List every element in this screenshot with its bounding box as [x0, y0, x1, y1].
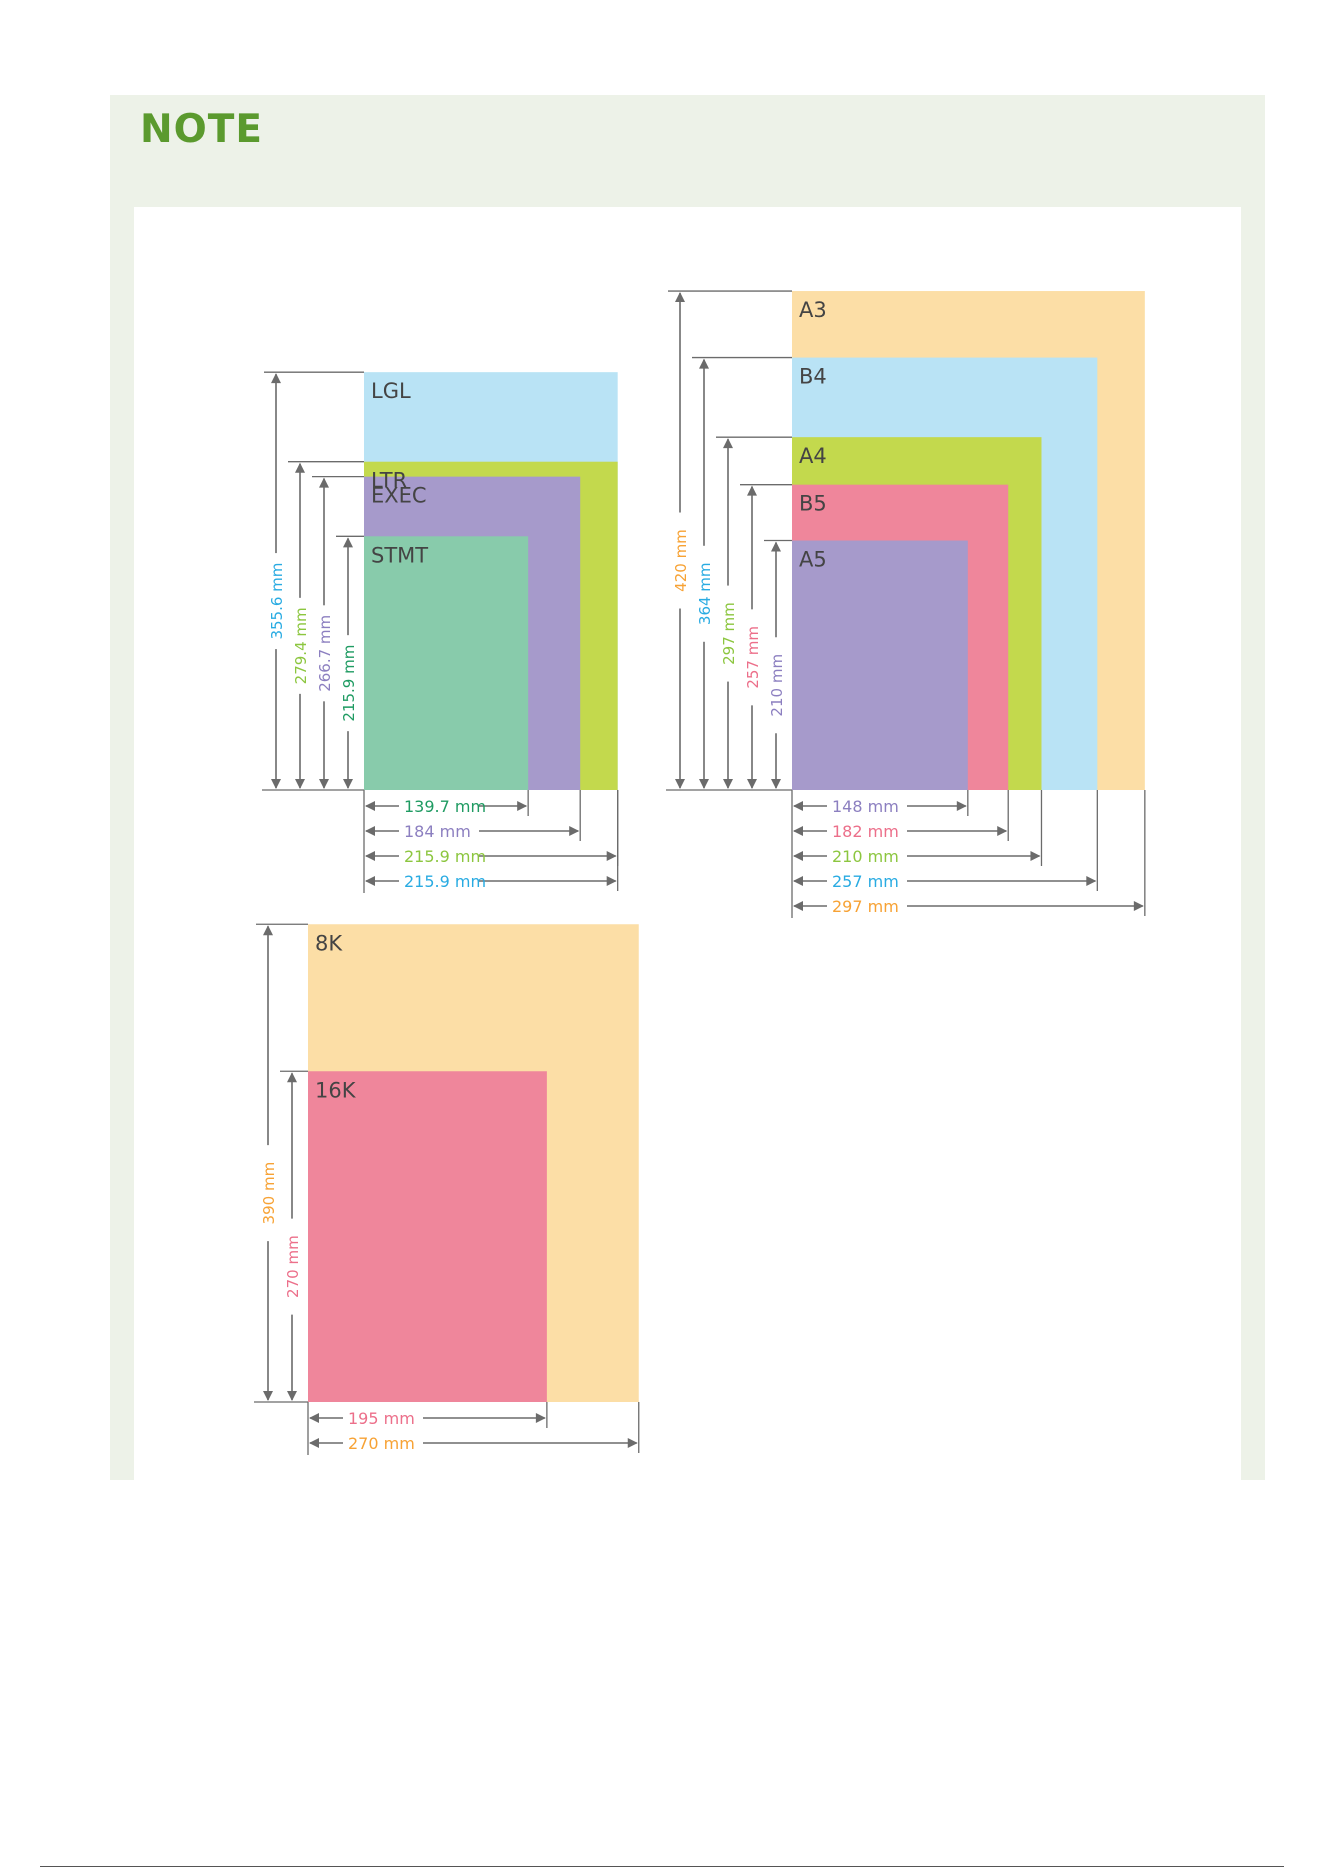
width-label-bg — [343, 1407, 423, 1427]
height-label-bg — [698, 545, 710, 642]
width-label-a3: 297 mm — [832, 897, 899, 916]
paper-label-a3: A3 — [799, 298, 827, 322]
width-label-bg — [827, 795, 907, 815]
height-label-bg — [674, 512, 686, 609]
height-label-a4: 297 mm — [720, 602, 738, 665]
height-label-b4: 364 mm — [696, 562, 714, 625]
paper-label-exec: EXEC — [371, 484, 427, 508]
width-label-bg — [827, 870, 907, 890]
height-label-ltr: 279.4 mm — [292, 607, 310, 684]
height-label-bg — [294, 597, 306, 694]
width-label-8k: 270 mm — [348, 1434, 415, 1453]
paper-sheet-a5 — [792, 540, 968, 790]
height-label-exec: 266.7 mm — [316, 615, 334, 692]
height-label-a3: 420 mm — [672, 529, 690, 592]
width-label-bg — [399, 795, 479, 815]
paper-label-a4: A4 — [799, 444, 827, 468]
width-label-b4: 257 mm — [832, 872, 899, 891]
width-label-b5: 182 mm — [832, 822, 899, 841]
width-label-bg — [827, 820, 907, 840]
width-label-bg — [399, 845, 479, 865]
width-label-16k: 195 mm — [348, 1409, 415, 1428]
width-label-exec: 184 mm — [404, 822, 471, 841]
width-label-bg — [827, 845, 907, 865]
width-label-bg — [399, 820, 479, 840]
paper-group-chinese: 8K 16K 390 mm 270 mm 195 mm 270 mm — [254, 923, 640, 1455]
height-label-bg — [318, 605, 330, 702]
paper-label-a5: A5 — [799, 548, 827, 572]
paper-label-stmt: STMT — [371, 543, 428, 567]
width-label-stmt: 139.7 mm — [404, 797, 486, 816]
height-label-lgl: 355.6 mm — [268, 563, 286, 640]
width-label-bg — [399, 870, 479, 890]
height-label-bg — [342, 635, 354, 732]
width-label-bg — [827, 895, 907, 915]
height-label-bg — [262, 1145, 274, 1242]
paper-sheet-stmt — [364, 536, 529, 790]
paper-label-lgl: LGL — [371, 379, 411, 403]
paper-group-iso: A3 B4 A4 B5 A5 420 mm 364 mm 297 mm 257 mm 210 mm… — [666, 290, 1146, 918]
paper-label-16k: 16K — [315, 1078, 357, 1102]
paper-label-ltr: LTR — [371, 469, 407, 493]
width-label-a4: 210 mm — [832, 847, 899, 866]
height-label-bg — [746, 609, 758, 706]
paper-label-b5: B5 — [799, 492, 827, 516]
height-label-8k: 390 mm — [260, 1162, 278, 1225]
width-label-ltr: 215.9 mm — [404, 847, 486, 866]
height-label-a5: 210 mm — [768, 654, 786, 717]
height-label-stmt: 215.9 mm — [340, 645, 358, 722]
paper-label-8k: 8K — [315, 931, 343, 955]
height-label-bg — [270, 553, 282, 650]
paper-label-b4: B4 — [799, 365, 827, 389]
height-label-bg — [722, 585, 734, 682]
height-label-b5: 257 mm — [744, 626, 762, 689]
paper-sheet-16k — [308, 1071, 547, 1402]
height-label-bg — [770, 637, 782, 734]
width-label-bg — [343, 1432, 423, 1452]
note-title: NOTE — [140, 107, 264, 152]
height-label-16k: 270 mm — [284, 1235, 302, 1298]
width-label-lgl: 215.9 mm — [404, 872, 486, 891]
width-label-a5: 148 mm — [832, 797, 899, 816]
footer-rule — [40, 1866, 1284, 1867]
height-label-bg — [286, 1218, 298, 1315]
